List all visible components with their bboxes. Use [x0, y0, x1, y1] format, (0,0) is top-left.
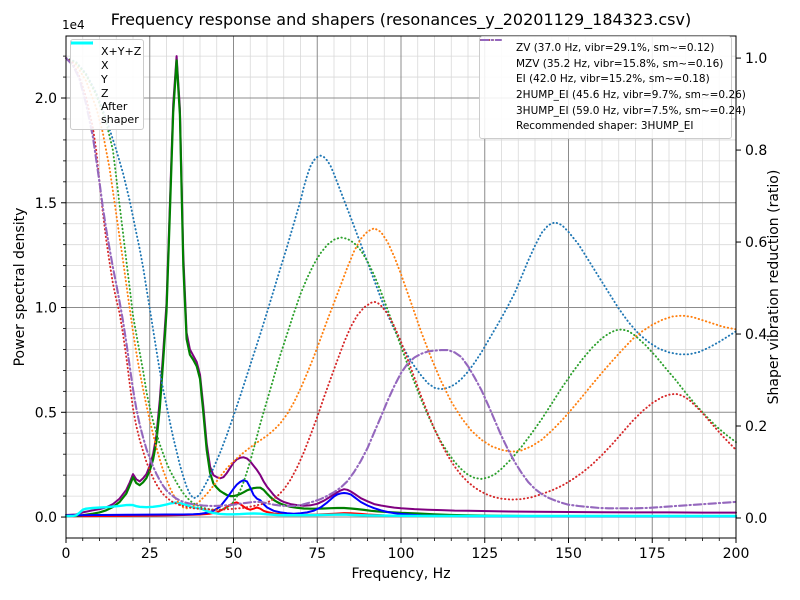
x-tick-label: 175 — [639, 546, 666, 562]
legend-item-label: EI (42.0 Hz, vibr=15.2%, sm~=0.18) — [516, 73, 710, 86]
y-axis-label-right: Shaper vibration reduction (ratio) — [766, 169, 782, 405]
x-tick-label: 75 — [308, 546, 326, 562]
legend-item-label: Y — [101, 72, 108, 86]
y-axis-label-left: Power spectral density — [12, 207, 28, 367]
legend-item-label: 2HUMP_EI (45.6 Hz, vibr=9.7%, sm~=0.26) — [516, 89, 746, 102]
x-axis-label: Frequency, Hz — [351, 566, 451, 582]
chart-title: Frequency response and shapers (resonanc… — [110, 10, 692, 29]
legend-note: Recommended shaper: 3HUMP_EI — [484, 119, 725, 135]
y-left-tick-label: 0.0 — [35, 510, 57, 526]
legend-item-shaper-2hump-ei: 2HUMP_EI (45.6 Hz, vibr=9.7%, sm~=0.26) — [480, 39, 746, 104]
legend-item-psd-z: Z — [71, 41, 137, 100]
legend-item-label: After shaper — [101, 100, 139, 126]
x-tick-label: 125 — [471, 546, 498, 562]
legend-psd: X+Y+Z X Y Z After shaper — [70, 39, 144, 130]
x-tick-label: 50 — [225, 546, 243, 562]
legend-item-label: 3HUMP_EI (59.0 Hz, vibr=7.5%, sm~=0.24) — [516, 104, 746, 117]
psd-after-shaper-legend-swatch — [71, 41, 93, 45]
legend-item-psd-after-shaper: After shaper — [71, 41, 139, 126]
legend-item-shaper-3hump-ei: 3HUMP_EI (59.0 Hz, vibr=7.5%, sm~=0.24) — [480, 39, 746, 119]
shaper-zv-curve — [65, 57, 737, 500]
y-right-tick-label: 0.2 — [745, 419, 767, 435]
psd-z-curve — [65, 479, 737, 518]
legend-item-psd-y: Y — [71, 41, 137, 86]
legend-item-label: Recommended shaper: 3HUMP_EI — [516, 120, 694, 133]
shaper-3hump-ei-legend-swatch — [480, 39, 502, 41]
shaper-ei-curve — [65, 57, 737, 511]
legend-item-label: ZV (37.0 Hz, vibr=29.1%, sm~=0.12) — [516, 42, 715, 55]
legend-item-label: X+Y+Z — [101, 44, 142, 58]
legend-item-psd-sum: X+Y+Z — [71, 41, 141, 58]
y-right-tick-label: 0.8 — [745, 143, 767, 159]
y-left-tick-label: 1.0 — [35, 301, 57, 317]
legend-item-shaper-mzv: MZV (35.2 Hz, vibr=15.8%, sm~=0.16) — [480, 39, 725, 73]
legend-item-label: MZV (35.2 Hz, vibr=15.8%, sm~=0.16) — [516, 57, 724, 70]
legend-item-label: Z — [101, 86, 109, 100]
y-right-tick-label: 0.0 — [745, 511, 767, 527]
shaper-2hump-ei-curve — [65, 57, 737, 511]
x-tick-label: 25 — [141, 546, 159, 562]
legend-item-label: X — [101, 58, 109, 72]
legend-item-shaper-zv: ZV (37.0 Hz, vibr=29.1%, sm~=0.12) — [480, 39, 725, 57]
legend-item-shaper-ei: EI (42.0 Hz, vibr=15.2%, sm~=0.18) — [480, 39, 725, 88]
legend-item-psd-x: X — [71, 41, 137, 72]
y-axis-offset-label: 1e4 — [62, 18, 85, 32]
shaper-mzv-curve — [65, 57, 737, 510]
shaper-3hump-ei-curve — [64, 57, 738, 510]
y-left-tick-label: 0.5 — [35, 405, 57, 421]
psd-y-curve — [64, 59, 738, 518]
y-right-tick-label: 1.0 — [745, 51, 767, 67]
y-right-tick-label: 0.6 — [745, 235, 767, 251]
y-left-tick-label: 1.5 — [35, 196, 57, 212]
x-tick-label: 200 — [723, 546, 750, 562]
y-left-tick-label: 2.0 — [35, 91, 57, 107]
x-tick-label: 150 — [555, 546, 582, 562]
x-tick-label: 0 — [62, 546, 71, 562]
x-tick-label: 100 — [388, 546, 415, 562]
legend-shapers: ZV (37.0 Hz, vibr=29.1%, sm~=0.12) MZV (3… — [479, 36, 746, 139]
y-right-tick-label: 0.4 — [745, 327, 767, 343]
